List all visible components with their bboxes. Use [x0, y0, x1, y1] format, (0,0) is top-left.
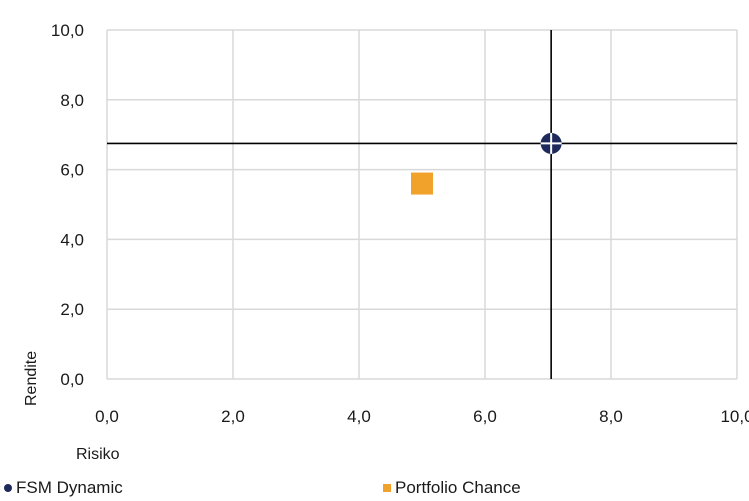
x-tick-label: 4,0 — [347, 407, 371, 426]
legend-label-portfolio-chance: Portfolio Chance — [395, 478, 521, 497]
y-tick-label: 0,0 — [60, 370, 84, 389]
y-tick-label: 10,0 — [51, 21, 84, 40]
y-axis-title: Rendite — [23, 351, 40, 406]
y-tick-label: 6,0 — [60, 161, 84, 180]
legend-item-fsm-dynamic: FSM Dynamic — [4, 478, 123, 498]
legend-label-fsm-dynamic: FSM Dynamic — [16, 478, 123, 497]
x-axis-title: Risiko — [76, 446, 120, 463]
y-tick-label: 8,0 — [60, 91, 84, 110]
point-fsm-dynamic — [540, 132, 562, 154]
y-tick-label: 2,0 — [60, 300, 84, 319]
x-tick-label: 6,0 — [473, 407, 497, 426]
x-tick-label: 2,0 — [221, 407, 245, 426]
legend-item-portfolio-chance: Portfolio Chance — [383, 478, 521, 498]
x-tick-label: 0,0 — [95, 407, 119, 426]
x-tick-label: 8,0 — [599, 407, 623, 426]
reference-lines — [107, 30, 737, 379]
legend-square-icon — [383, 484, 391, 492]
data-points — [411, 132, 562, 195]
x-tick-label: 10,0 — [720, 407, 749, 426]
point-portfolio-chance — [411, 172, 433, 195]
x-tick-labels: 0,0 2,0 4,0 6,0 8,0 10,0 — [95, 407, 749, 426]
grid-lines — [106, 29, 738, 380]
y-tick-labels: 0,0 2,0 4,0 6,0 8,0 10,0 — [51, 21, 84, 389]
legend-circle-icon — [4, 484, 12, 492]
y-tick-label: 4,0 — [60, 230, 84, 249]
